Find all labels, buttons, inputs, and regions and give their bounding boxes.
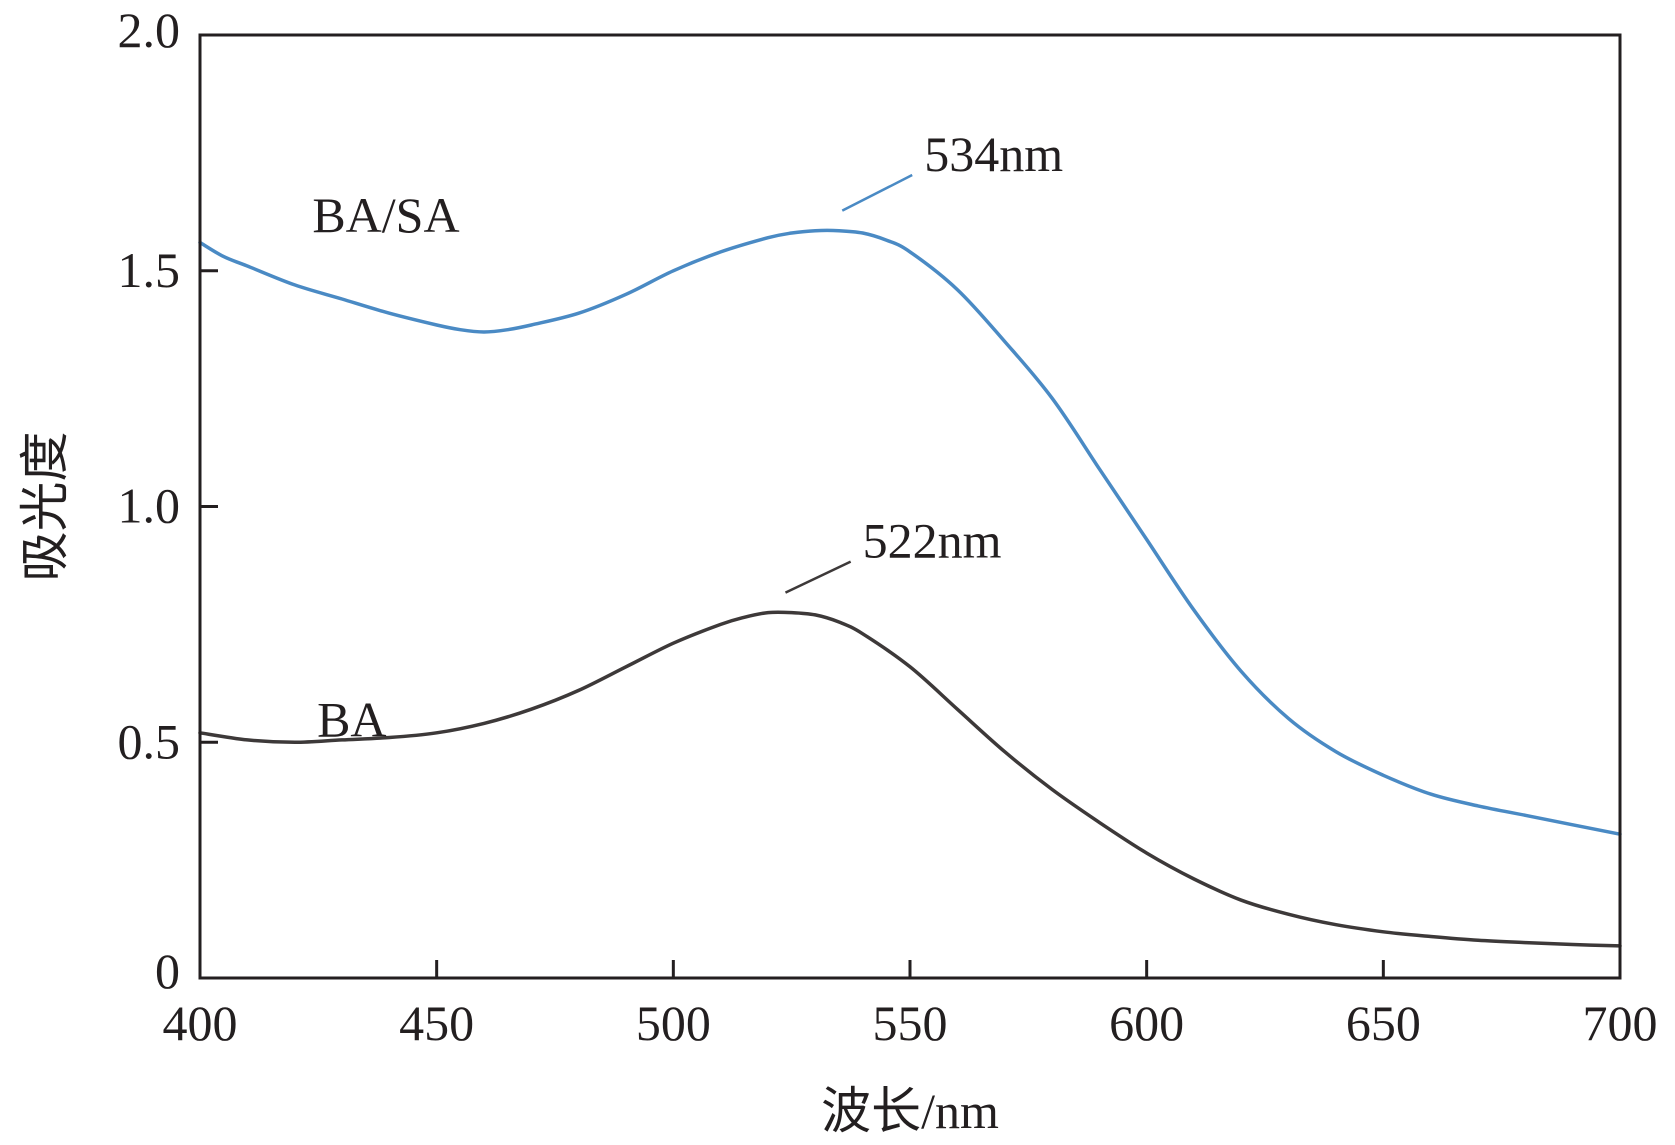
x-tick-label-600: 600: [1109, 995, 1184, 1051]
series-layer: [198, 228, 1622, 948]
series-label-ba-sa: BA/SA: [312, 187, 459, 243]
series-label-ba: BA: [317, 692, 386, 748]
x-tick-label-550: 550: [873, 995, 948, 1051]
series-line-ba: [198, 610, 1622, 948]
peak-leader-534nm: [841, 173, 913, 212]
x-tick-label-400: 400: [163, 995, 238, 1051]
x-tick-label-700: 700: [1583, 995, 1658, 1051]
peak-label-522nm: 522nm: [863, 513, 1002, 569]
x-tick-label-450: 450: [399, 995, 474, 1051]
y-tick-label-1: 1.0: [118, 478, 181, 534]
y-tick-label-0: 0: [155, 943, 180, 999]
y-tick-label-0.5: 0.5: [118, 713, 181, 769]
series-line-ba-sa: [198, 228, 1622, 836]
y-tick-label-2: 2.0: [118, 2, 181, 58]
x-tick-label-500: 500: [636, 995, 711, 1051]
y-tick-label-1.5: 1.5: [118, 242, 181, 298]
peak-leader-522nm: [784, 560, 852, 594]
x-axis-title: 波长/nm: [821, 1083, 999, 1139]
x-tick-label-650: 650: [1346, 995, 1421, 1051]
ticks-layer: 400 450 500 550 600 650 700 0 0.5 1.0 1.5 2.0: [118, 2, 1658, 1051]
peak-label-534nm: 534nm: [924, 126, 1063, 182]
annotation-layer: BA/SA BA 534nm 522nm: [312, 126, 1063, 748]
y-axis-title: 吸光度: [17, 432, 73, 582]
